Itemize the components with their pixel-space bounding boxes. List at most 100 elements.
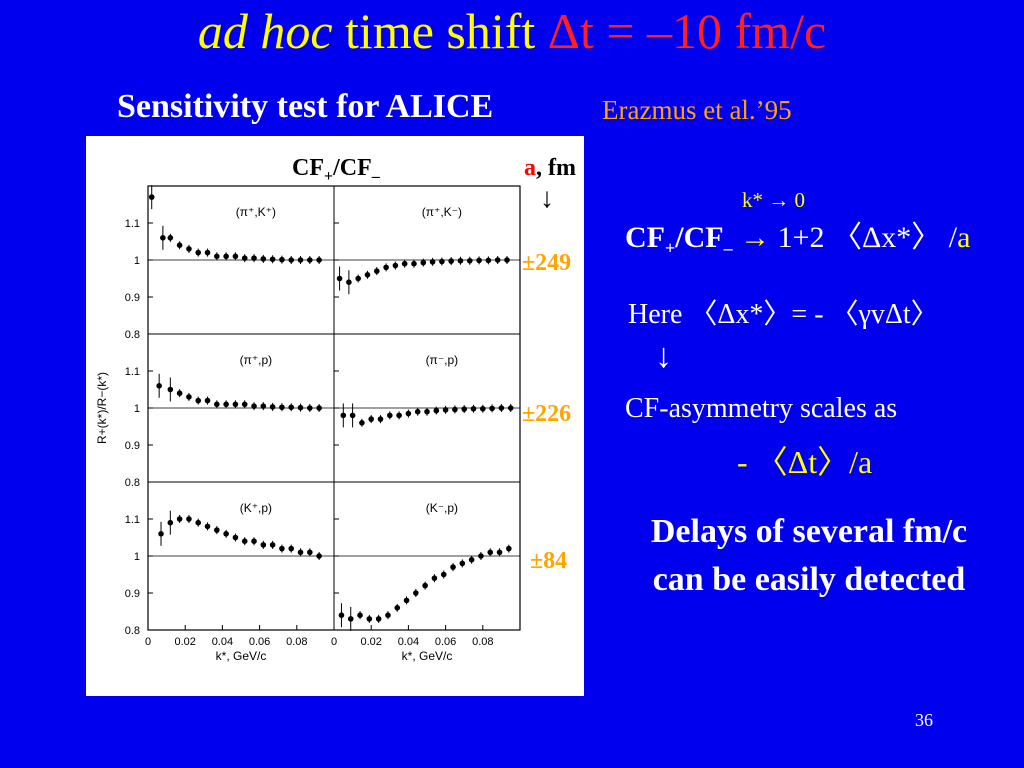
data-point: [364, 272, 371, 278]
panel-label: (K⁺,p): [240, 501, 272, 515]
panel-label: (π⁻,p): [426, 353, 459, 367]
data-point: [359, 420, 365, 426]
data-point: [260, 256, 267, 262]
k-limit: k* → 0: [742, 188, 805, 212]
data-point: [459, 560, 466, 567]
down-arrow-icon: ↓: [655, 338, 672, 375]
data-point: [269, 404, 276, 410]
data-point: [186, 246, 192, 252]
data-point: [476, 257, 482, 264]
asymmetry-formula: CF+/CF– → 1+2 〈Δx*〉 /a: [625, 221, 971, 258]
data-point: [429, 259, 436, 265]
x-tick-label: 0.06: [249, 636, 270, 648]
data-point: [288, 545, 295, 552]
x-tick-label: 0.02: [174, 636, 195, 648]
data-point: [507, 405, 514, 411]
correlation-ratio-chart: 0.8 0.9 1 1.1 0.8 0.9 1 1.1 0.8 0.9 1 1.1 0 0.02 0.04 0…: [95, 185, 521, 663]
data-point: [214, 527, 220, 533]
data-point: [498, 405, 505, 411]
data-point: [148, 194, 155, 200]
data-point: [316, 257, 322, 263]
x-tick-label: 0.02: [360, 636, 381, 648]
data-point: [160, 235, 166, 241]
title-main: time shift: [332, 3, 548, 59]
data-point: [241, 538, 248, 544]
panel-label: (π⁺,p): [240, 353, 273, 367]
panel-label: (π⁺,K⁺): [236, 205, 276, 219]
y-tick-label: 0.9: [125, 292, 140, 304]
data-point: [440, 571, 447, 578]
data-point: [297, 257, 304, 263]
data-point: [336, 275, 343, 282]
data-point: [442, 407, 449, 413]
data-point: [232, 253, 239, 260]
x-tick-label: 0.06: [435, 636, 456, 648]
y-tick-label: 1.1: [125, 514, 140, 526]
data-point: [405, 410, 412, 417]
subtitle: Sensitivity test for ALICE: [117, 88, 494, 125]
data-point: [156, 383, 162, 389]
data-point: [383, 264, 389, 271]
data-point: [307, 257, 313, 263]
y-tick-label: 1: [134, 403, 140, 415]
data-point: [478, 553, 484, 559]
data-point: [307, 405, 313, 411]
cf-ratio-label: CF+/CF–: [292, 155, 380, 185]
data-point: [251, 255, 257, 261]
down-arrow-icon: ↓: [540, 183, 554, 214]
data-point: [504, 257, 510, 263]
data-point: [214, 401, 220, 408]
data-point: [448, 258, 454, 264]
data-point: [401, 260, 408, 267]
slide-title: ad hoc time shift Δt = –10 fm/c: [0, 2, 1024, 60]
conclusion: Delays of several fm/c can be easily dete…: [650, 513, 968, 598]
data-point: [411, 260, 417, 267]
data-point: [349, 412, 356, 419]
data-point: [366, 616, 373, 622]
x-tick-label: 0: [145, 636, 151, 648]
data-point: [487, 549, 494, 556]
data-point: [176, 242, 183, 248]
data-point: [176, 516, 183, 522]
data-point: [413, 590, 419, 596]
data-point: [176, 390, 183, 396]
data-point: [424, 408, 430, 415]
dt-over-a: - 〈Δt〉/a: [737, 444, 873, 480]
y-axis-label: R+(k*)/R−(k*): [95, 372, 109, 444]
data-point: [494, 257, 501, 263]
data-point: [279, 545, 285, 552]
data-point: [167, 235, 174, 241]
x-tick-label: 0.04: [398, 636, 419, 648]
data-point: [307, 549, 313, 556]
data-point: [223, 531, 229, 537]
panel-label: (π⁺,K⁻): [422, 205, 462, 219]
data-point: [195, 519, 202, 526]
data-point: [346, 279, 352, 285]
radius-label: a, fm: [524, 155, 576, 181]
data-point: [357, 612, 363, 618]
data-point: [470, 405, 477, 412]
data-point: [373, 268, 380, 274]
x-tick-label: 0: [331, 636, 337, 648]
data-point: [340, 412, 347, 419]
data-point: [466, 257, 473, 264]
radius-value-3: ±84: [530, 548, 568, 574]
data-point: [251, 403, 257, 409]
data-point: [489, 405, 495, 412]
data-point: [403, 597, 410, 604]
data-point: [506, 545, 512, 552]
data-point: [439, 258, 445, 265]
data-point: [387, 412, 393, 419]
panel-label: (K⁻,p): [426, 501, 458, 515]
data-point: [204, 397, 211, 404]
data-point: [288, 257, 295, 263]
data-point: [461, 406, 468, 412]
data-point: [485, 257, 492, 264]
data-point: [204, 523, 211, 530]
here-relation: Here 〈Δx*〉= - 〈γvΔt〉: [628, 299, 939, 330]
y-tick-label: 1.1: [125, 218, 140, 230]
data-point: [214, 253, 220, 260]
data-point: [316, 405, 322, 411]
data-point: [496, 549, 503, 556]
data-point: [396, 412, 402, 419]
